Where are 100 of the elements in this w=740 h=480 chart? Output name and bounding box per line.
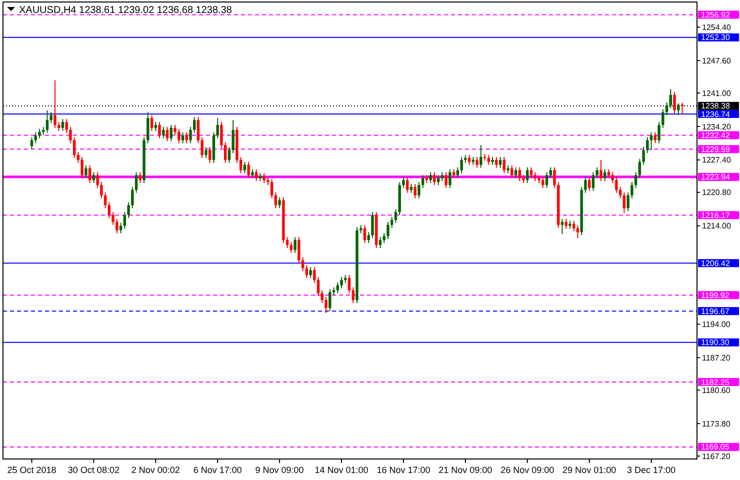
x-tick-label: 26 Nov 09:00 (500, 465, 554, 475)
candlestick (262, 172, 266, 184)
candlestick (298, 236, 300, 264)
candlestick (30, 136, 34, 150)
candlestick (662, 108, 664, 128)
candlestick (119, 222, 122, 234)
y-tick-label: 1254.40 (702, 22, 732, 32)
candlestick (553, 166, 556, 188)
x-tick-label: 9 Nov 09:00 (255, 465, 304, 475)
x-tick-label: 29 Nov 01:00 (562, 465, 616, 475)
candlestick (232, 120, 234, 154)
candlestick (630, 182, 634, 199)
candlestick (88, 164, 92, 184)
candlestick (200, 136, 204, 158)
candlestick (340, 276, 343, 289)
candlestick (487, 154, 490, 166)
candlestick (174, 124, 176, 136)
candlestick (100, 182, 103, 199)
candlestick (108, 202, 111, 218)
candlestick (116, 218, 118, 234)
candlestick (378, 236, 382, 248)
candlestick (72, 136, 76, 158)
candlestick (309, 266, 312, 278)
ref-line-label: 1196.67 (701, 306, 730, 316)
candlestick (673, 92, 676, 114)
candlestick (363, 224, 366, 244)
candlestick (348, 274, 351, 294)
candlestick (642, 146, 645, 166)
candlestick (80, 156, 84, 179)
candlestick (638, 158, 642, 179)
y-tick-label: 1247.60 (702, 56, 732, 66)
candlestick (84, 164, 88, 179)
candlestick (189, 126, 192, 144)
candlestick (196, 116, 200, 144)
candlestick (618, 186, 622, 199)
candlestick (560, 218, 564, 235)
candlestick (634, 172, 638, 188)
candlestick (220, 122, 223, 149)
y-tick-label: 1194.00 (702, 320, 731, 330)
ref-line-label: 1216.17 (701, 210, 730, 220)
candlestick (336, 282, 339, 294)
candlestick (429, 172, 432, 184)
y-tick-label: 1214.00 (702, 222, 732, 231)
x-tick-label: 30 Oct 08:02 (68, 465, 120, 475)
candlestick (305, 264, 308, 278)
candlestick (76, 152, 80, 164)
ref-line-label: 1229.59 (701, 144, 730, 154)
candlestick (658, 122, 660, 144)
candlestick (402, 176, 405, 188)
candlestick (622, 192, 626, 214)
candlestick (495, 156, 498, 168)
y-tick-label: 1187.20 (702, 353, 731, 362)
candlestick (600, 159, 602, 182)
candlestick (46, 110, 49, 134)
candlestick (414, 184, 416, 199)
candlestick (96, 172, 99, 188)
candlestick (646, 136, 649, 154)
x-tick-label: 16 Nov 17:00 (376, 465, 430, 475)
candlestick (247, 161, 250, 179)
candlestick (228, 146, 231, 164)
candlestick (193, 116, 196, 134)
y-tick-label: 1167.20 (702, 452, 731, 461)
candlestick (371, 212, 374, 239)
ref-line-label: 1199.92 (701, 290, 730, 300)
candlestick (170, 124, 172, 142)
candlestick (572, 220, 576, 232)
y-tick-label: 1180.60 (702, 386, 731, 395)
candlestick (542, 176, 544, 188)
candlestick (286, 236, 289, 248)
candlestick (592, 172, 595, 192)
candlestick (603, 168, 606, 182)
candlestick (584, 176, 587, 194)
x-tick-label: 21 Nov 09:00 (438, 465, 492, 475)
candlestick (421, 174, 424, 188)
candlestick (615, 176, 618, 194)
y-tick-label: 1227.40 (702, 156, 732, 165)
candlestick (313, 266, 316, 284)
candlestick (254, 168, 258, 182)
candlestick (150, 114, 154, 132)
candlestick (166, 126, 169, 142)
candlestick (146, 112, 150, 144)
candlestick (549, 166, 552, 179)
candlestick (382, 232, 386, 244)
candlestick (61, 118, 64, 132)
candlestick (38, 128, 41, 139)
candlestick (386, 221, 390, 240)
ref-line-label: 1169.05 (701, 442, 730, 452)
chart-title: XAUUSD,H4 1238.61 1239.02 1236.68 1238.38 (19, 5, 232, 16)
candlestick (328, 288, 332, 312)
candlestick (158, 122, 161, 139)
x-tick-label: 3 Dec 17:00 (627, 465, 676, 475)
candlestick (611, 172, 614, 184)
candlestick (270, 178, 274, 199)
candlestick (290, 242, 293, 254)
y-tick-label: 1234.20 (702, 122, 732, 132)
candlestick (320, 290, 324, 304)
ref-line-label: 1190.30 (701, 338, 730, 348)
candlestick (294, 236, 296, 254)
ref-line-label: 1182.25 (701, 378, 730, 387)
x-tick-label: 2 Nov 00:02 (131, 465, 180, 475)
